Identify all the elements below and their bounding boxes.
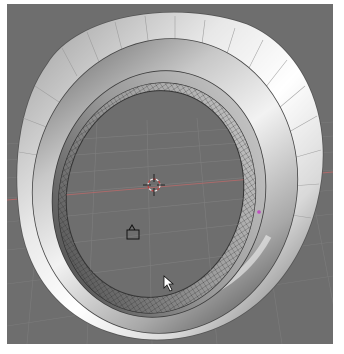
3d-viewport[interactable] — [7, 4, 333, 344]
arrow-pointer-icon — [163, 275, 175, 292]
viewport-canvas[interactable] — [7, 4, 333, 344]
torus-object[interactable] — [7, 11, 325, 344]
selected-vertex[interactable] — [257, 210, 261, 214]
camera-icon[interactable] — [126, 224, 140, 240]
3d-cursor-icon[interactable] — [143, 174, 165, 196]
